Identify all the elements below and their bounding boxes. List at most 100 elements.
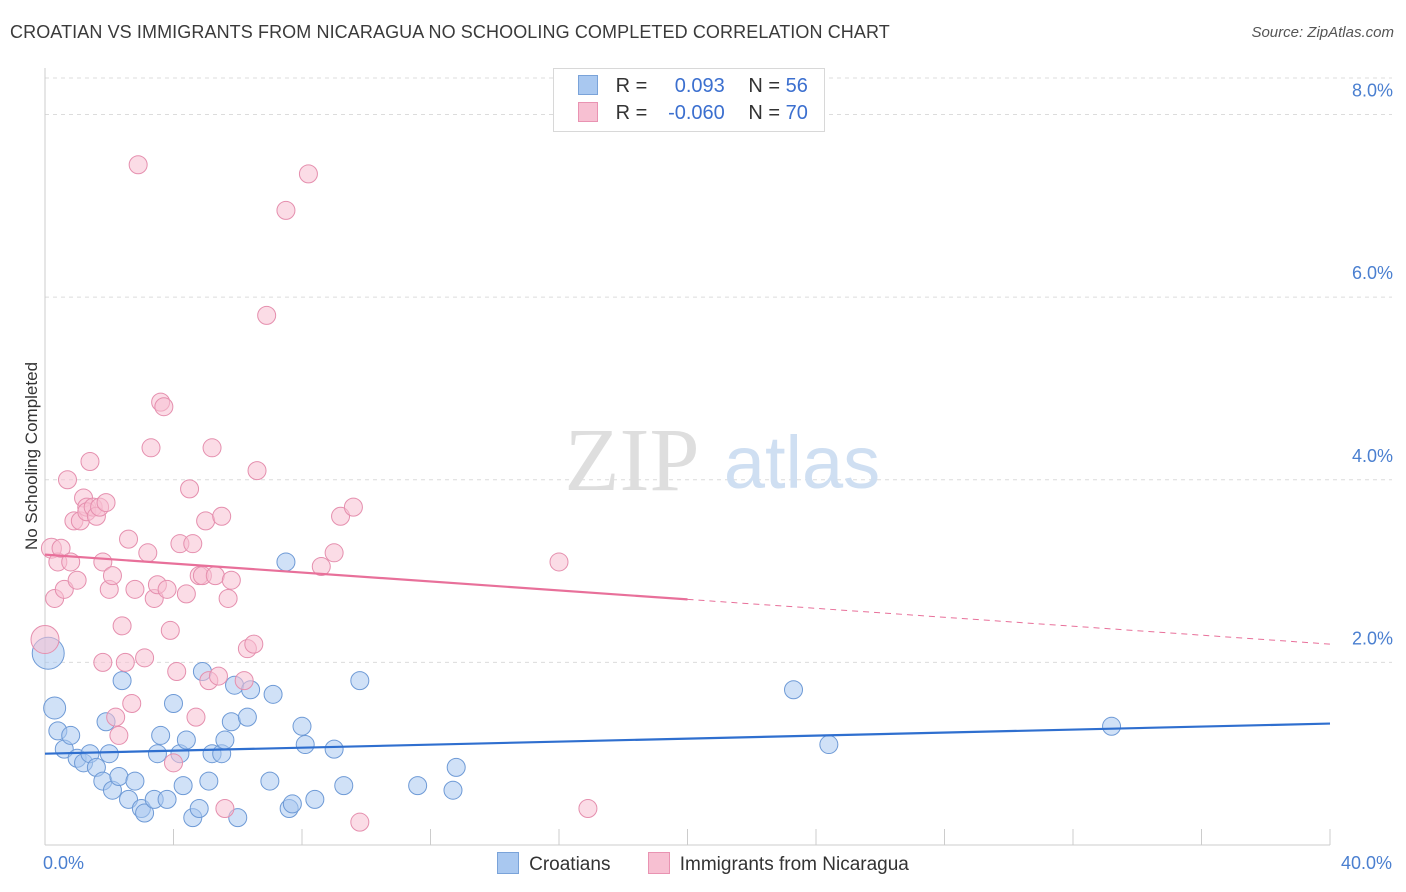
nicaragua-point [331, 506, 351, 526]
legend-item-croatians[interactable]: Croatians [497, 852, 610, 876]
legend-swatch-croatians [497, 852, 520, 874]
nicaragua-point [51, 538, 71, 558]
nicaragua-point [183, 534, 203, 554]
legend-row-nicaragua: R = -0.060 N = 70 [578, 102, 808, 126]
croatian-point [408, 776, 428, 796]
croatian-point [263, 684, 283, 704]
croatian-point [109, 767, 129, 787]
croatian-point [784, 680, 804, 700]
legend-swatch-nicaragua [578, 102, 598, 122]
nicaragua-point [160, 620, 180, 640]
croatian-point [199, 771, 219, 791]
nicaragua-trend-line [44, 553, 688, 601]
nicaragua-point [343, 497, 363, 517]
watermark: ZIP atlas [565, 411, 881, 510]
axes [44, 68, 1331, 846]
nicaragua-point [324, 543, 344, 563]
nicaragua-point [212, 506, 232, 526]
croatian-point [305, 789, 325, 809]
croatian-point [276, 552, 296, 572]
croatian-point [221, 712, 241, 732]
correlation-legend: R = 0.093 N = 56 R = -0.060 N = 70 [553, 68, 825, 132]
legend-n-value: 56 [785, 75, 808, 97]
nicaragua-point [154, 397, 174, 417]
nicaragua-point [112, 616, 132, 636]
nicaragua-point [106, 707, 126, 727]
nicaragua-point [67, 570, 87, 590]
y-tick-label: 2.0% [1352, 628, 1393, 648]
chart-title: CROATIAN VS IMMIGRANTS FROM NICARAGUA NO… [10, 22, 890, 42]
nicaragua-point [176, 584, 196, 604]
series-legend: Croatians Immigrants from Nicaragua [0, 852, 1406, 876]
croatian-point [125, 771, 145, 791]
nicaragua-point [125, 579, 145, 599]
nicaragua-point [218, 588, 238, 608]
croatian-point [228, 808, 248, 828]
croatian-point [446, 757, 466, 777]
nicaragua-point [208, 666, 228, 686]
croatian-point [295, 735, 315, 755]
nicaragua-point [350, 812, 370, 832]
source-credit: Source: ZipAtlas.com [1251, 24, 1394, 41]
croatian-point [61, 725, 81, 745]
x-tick-label: 0.0% [43, 853, 84, 873]
legend-swatch-nicaragua [647, 852, 670, 874]
nicaragua-point [221, 570, 241, 590]
croatian-point [151, 725, 171, 745]
watermark-zip: ZIP [565, 411, 700, 510]
nicaragua-point [122, 693, 142, 713]
legend-n-label: N = [748, 102, 781, 124]
nicaragua-point [57, 470, 77, 490]
nicaragua-point [247, 461, 267, 481]
croatian-point [189, 798, 209, 818]
y-tick-label: 4.0% [1352, 446, 1393, 466]
croatian-point [173, 776, 193, 796]
data-points [30, 155, 1122, 832]
croatian-point [819, 735, 839, 755]
legend-r-label: R = [615, 75, 648, 97]
croatian-point [147, 744, 167, 764]
watermark-atlas: atlas [724, 421, 880, 504]
nicaragua-point [164, 753, 183, 773]
croatian-point [157, 789, 177, 809]
croatian-point [164, 693, 183, 713]
legend-item-nicaragua[interactable]: Immigrants from Nicaragua [647, 852, 909, 876]
nicaragua-trend-line-extension [687, 598, 1331, 645]
legend-n-label: N = [748, 75, 781, 97]
tick-labels: 2.0% 4.0% 6.0% 8.0% 0.0% 40.0% [43, 81, 1393, 873]
nicaragua-point [257, 305, 277, 325]
croatian-point [1102, 716, 1122, 736]
nicaragua-point [30, 625, 60, 655]
croatian-point [260, 771, 280, 791]
croatian-point [292, 716, 312, 736]
gridlines [45, 77, 1392, 663]
nicaragua-point [276, 200, 296, 220]
nicaragua-point [186, 707, 206, 727]
nicaragua-point [138, 543, 158, 563]
legend-label: Croatians [529, 854, 611, 875]
nicaragua-point [93, 652, 113, 672]
croatian-point [282, 794, 302, 814]
nicaragua-point [135, 648, 155, 668]
croatian-point [99, 744, 119, 764]
y-tick-label: 6.0% [1352, 263, 1393, 283]
nicaragua-point [196, 511, 216, 531]
nicaragua-point [96, 493, 116, 513]
nicaragua-point [109, 725, 129, 745]
croatian-trend-line [44, 722, 1331, 755]
y-tick-label: 8.0% [1352, 81, 1393, 101]
nicaragua-point [128, 155, 148, 175]
croatian-point [237, 707, 257, 727]
nicaragua-point [311, 557, 331, 577]
croatian-point [324, 739, 344, 759]
croatian-point [43, 696, 67, 720]
croatian-point [119, 789, 139, 809]
croatian-point [112, 671, 132, 691]
croatian-point [176, 730, 196, 750]
legend-r-label: R = [615, 102, 648, 124]
nicaragua-point [205, 566, 225, 586]
nicaragua-point [549, 552, 569, 572]
x-tick-label: 40.0% [1341, 853, 1392, 873]
nicaragua-point [244, 634, 264, 654]
